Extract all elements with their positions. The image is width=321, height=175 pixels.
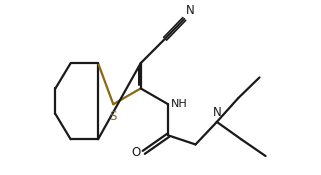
Text: N: N [213,106,221,120]
Text: NH: NH [171,99,188,109]
Text: N: N [186,4,194,18]
Text: S: S [109,110,117,123]
Text: O: O [132,146,141,159]
